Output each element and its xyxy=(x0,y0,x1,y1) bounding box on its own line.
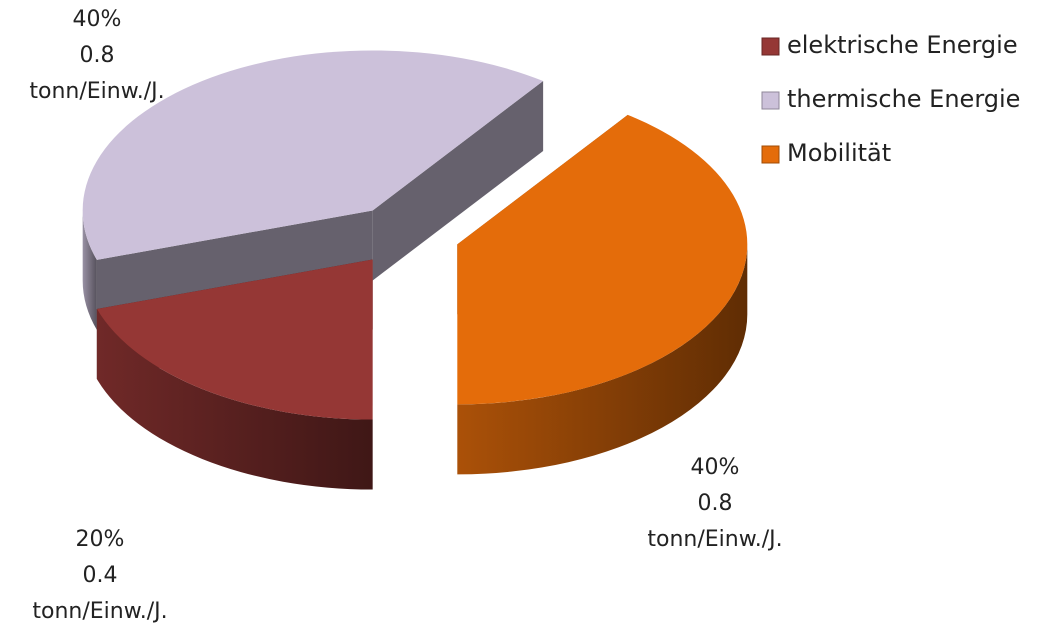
pie-slice xyxy=(457,114,748,475)
data-amount: 0.8 xyxy=(698,491,733,516)
legend-label: thermische Energie xyxy=(787,85,1020,113)
legend-label: elektrische Energie xyxy=(787,31,1018,59)
legend-label: Mobilität xyxy=(787,139,891,167)
pie-slice xyxy=(96,259,373,490)
data-label: 40% xyxy=(691,455,740,480)
data-unit: tonn/Einw./J. xyxy=(29,79,164,104)
data-unit: tonn/Einw./J. xyxy=(647,527,782,552)
data-unit: tonn/Einw./J. xyxy=(32,599,167,624)
slice-top xyxy=(82,50,544,260)
slice-wall xyxy=(457,244,748,475)
slice-wall xyxy=(96,308,373,490)
data-label: 40% xyxy=(73,7,122,32)
legend-swatch xyxy=(761,91,780,110)
slice-side xyxy=(372,81,544,281)
slice-top xyxy=(457,114,748,405)
data-label: 20% xyxy=(76,527,125,552)
data-amount: 0.4 xyxy=(83,563,118,588)
data-amount: 0.8 xyxy=(80,43,115,68)
legend-swatch xyxy=(761,37,780,56)
slice-top xyxy=(96,259,373,420)
legend-swatch xyxy=(761,145,780,164)
slice-wall xyxy=(82,210,97,330)
